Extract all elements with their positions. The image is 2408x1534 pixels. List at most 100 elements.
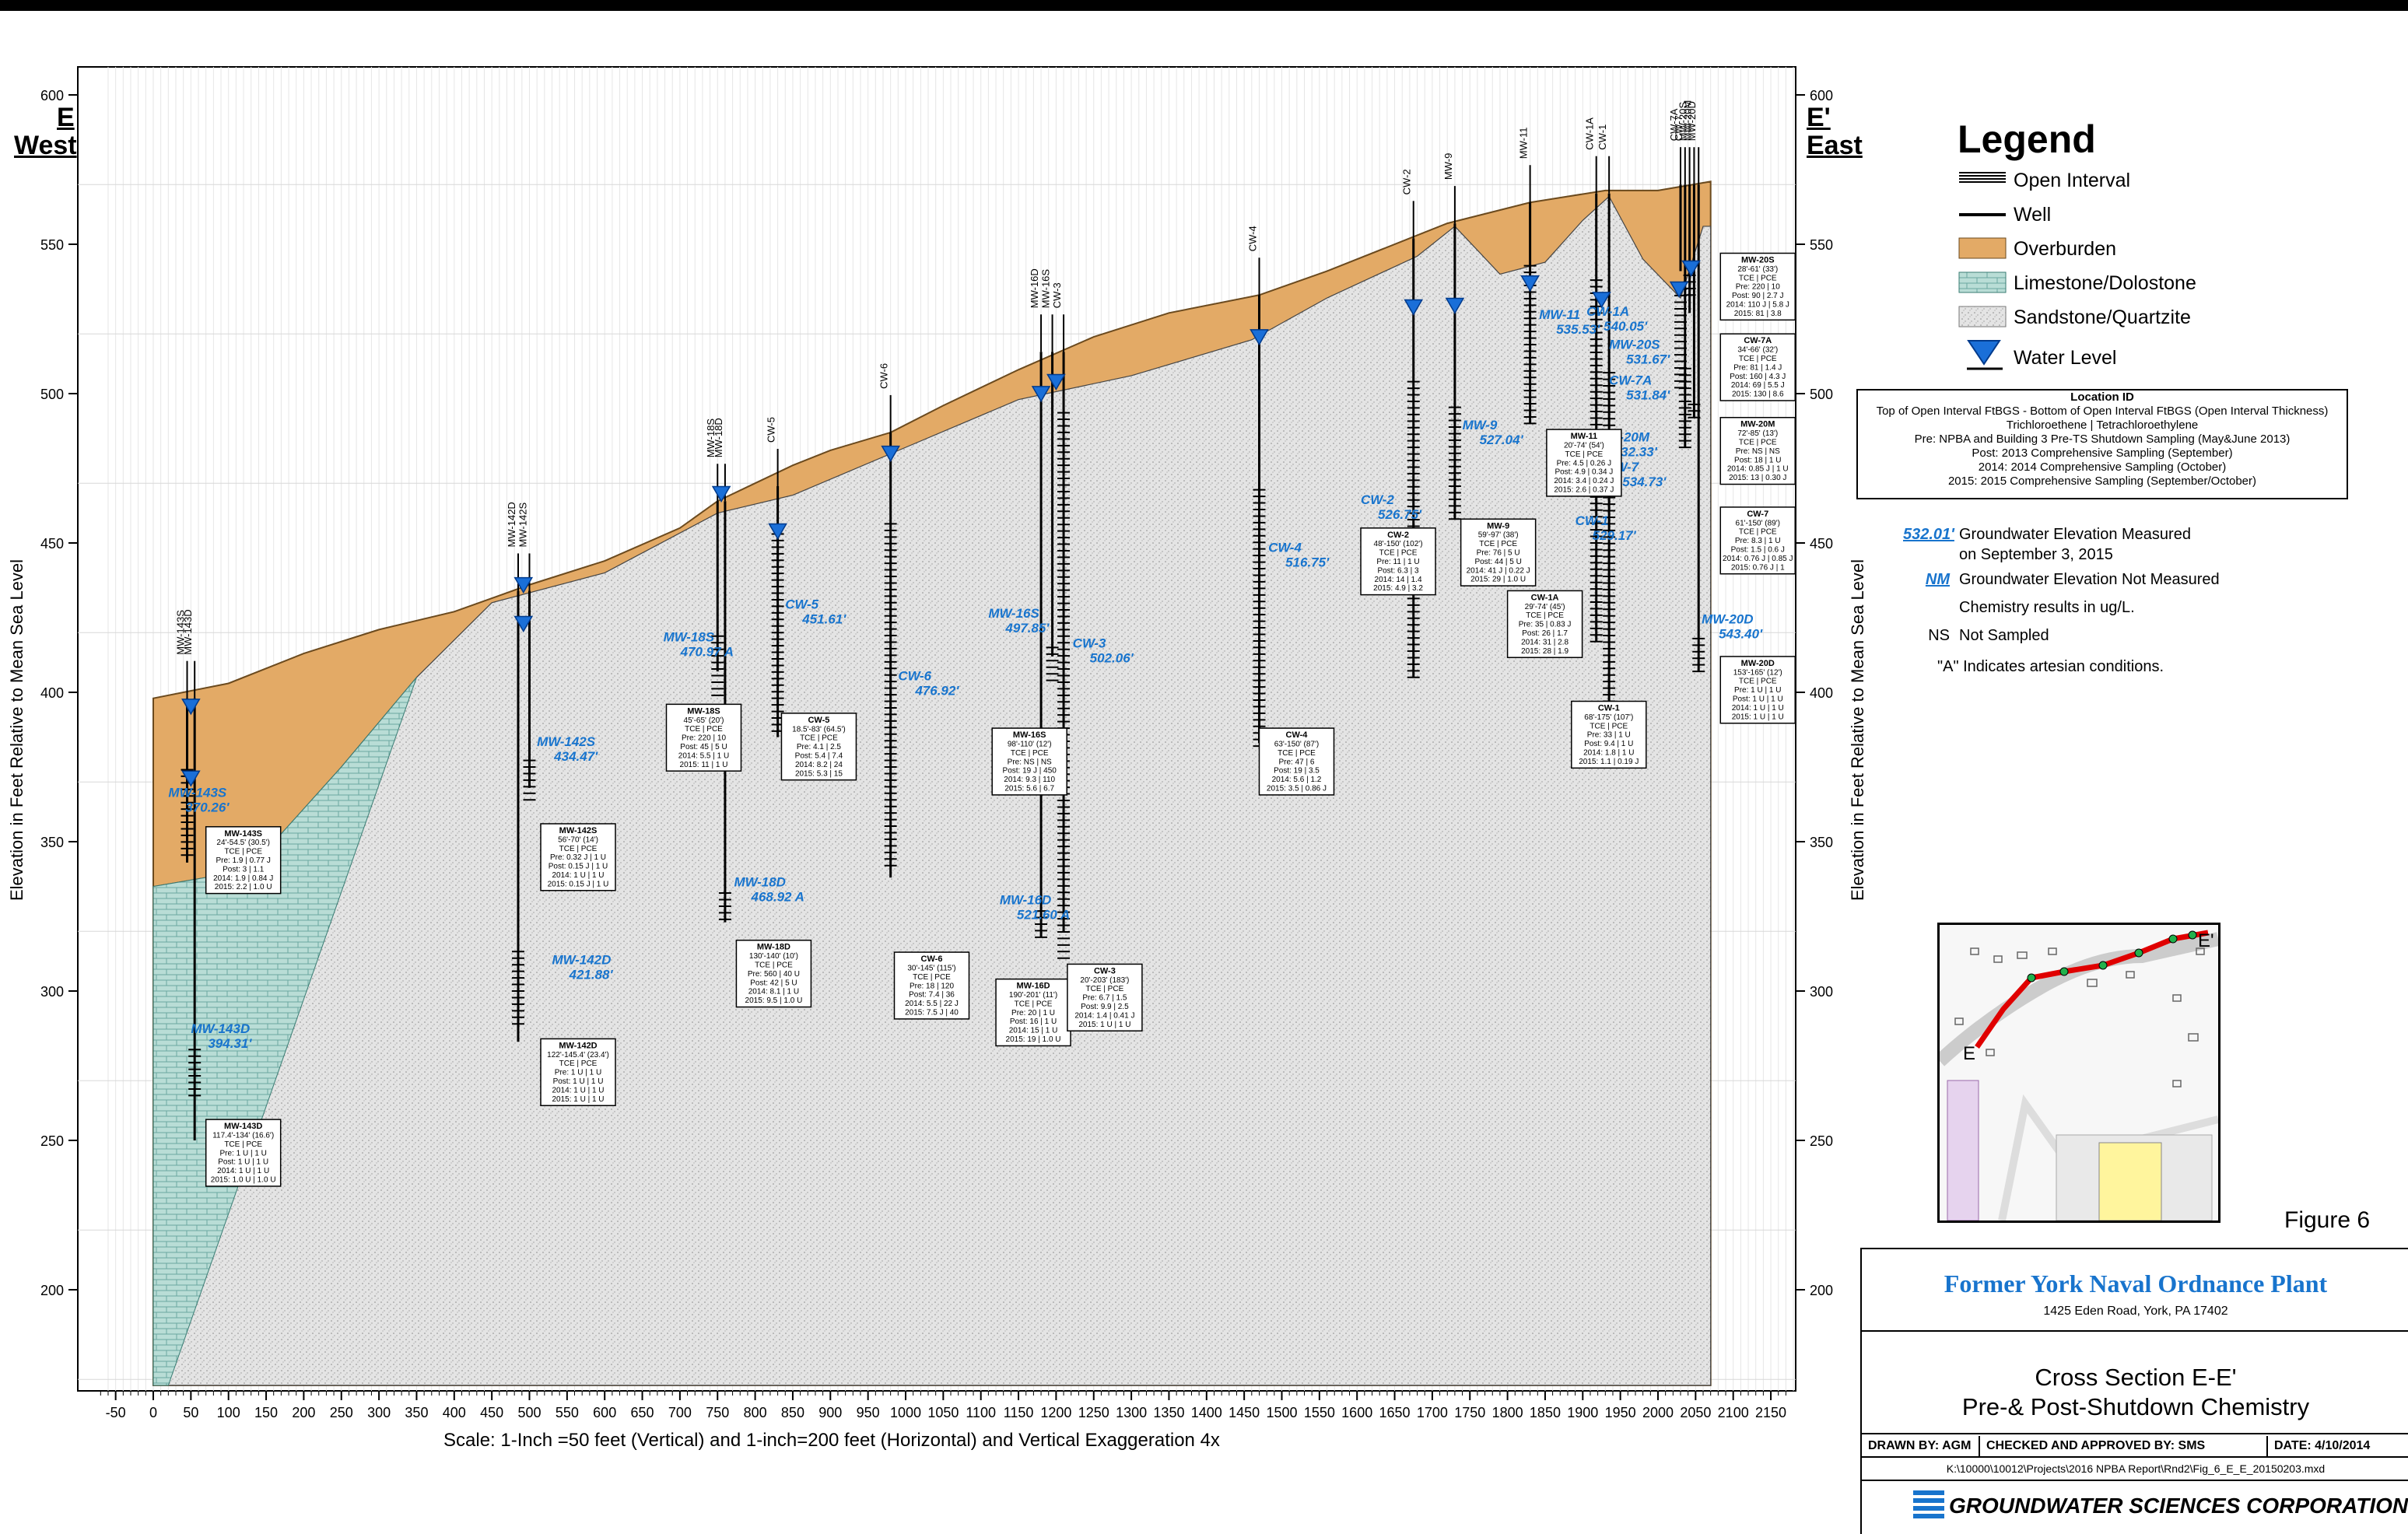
well-name-label: CW-1 (1597, 124, 1608, 150)
well-name-label: MW-142S (517, 503, 529, 548)
water-level-value: 527.04' (1480, 433, 1524, 447)
x-tick-label: 650 (631, 1405, 654, 1420)
chemistry-line: MW-20S (1741, 256, 1775, 265)
x-tick-label: 1900 (1567, 1405, 1598, 1420)
water-level-value: 516.75' (1285, 555, 1330, 570)
chemistry-box-frame (1546, 429, 1622, 497)
water-level-value: 531.84' (1626, 387, 1670, 402)
overburden-swatch (1958, 237, 2007, 259)
chemistry-line: Post: 1 U | 1 U (553, 1077, 604, 1086)
x-tick-label: 1750 (1454, 1405, 1485, 1420)
water-level-value: 540.05' (1604, 319, 1648, 334)
water-level-marker (711, 485, 731, 503)
x-tick-label: 1400 (1191, 1405, 1222, 1420)
note-measured: 532.01' Groundwater Elevation Measured (1903, 526, 2191, 543)
chemistry-line: 59'-97' (38') (1478, 531, 1519, 540)
y-tick-label: 450 (1810, 536, 1833, 552)
chemistry-line: 2015: 28 | 1.9 (1521, 647, 1569, 656)
well-name-label: CW-1A (1584, 117, 1596, 150)
chemistry-line: TCE | PCE (224, 848, 262, 856)
chemistry-line: TCE | PCE (1526, 611, 1564, 620)
chemistry-line: Pre: 1 U | 1 U (1734, 686, 1781, 695)
x-tick-label: 800 (744, 1405, 767, 1420)
y-tick-label: 350 (1810, 835, 1833, 850)
chemistry-box-frame (735, 939, 812, 1008)
chemistry-line: TCE | PCE (1015, 1000, 1053, 1008)
chemistry-box-frame (1571, 700, 1647, 769)
chemistry-line: 2014: 5.5 | 22 J (905, 1000, 959, 1008)
water-level-label: MW-18D (734, 875, 786, 890)
x-tick-label: -50 (106, 1405, 126, 1420)
chemistry-box-frame (1506, 590, 1583, 658)
x-tick-label: 200 (292, 1405, 315, 1420)
chemistry-box-frame (1067, 963, 1143, 1031)
x-tick-label: 1650 (1379, 1405, 1411, 1420)
water-level-icon (1967, 340, 2001, 366)
chemistry-box-frame (893, 951, 970, 1020)
well-name-label: MW-142D (506, 502, 517, 547)
x-tick-label: 750 (706, 1405, 729, 1420)
chemistry-line: TCE | PCE (800, 734, 838, 743)
chemistry-line: TCE | PCE (1011, 749, 1049, 758)
chemistry-line: 68'-175' (107') (1584, 713, 1633, 722)
x-tick-label: 50 (183, 1405, 198, 1420)
water-level-label: CW-3 (1073, 636, 1106, 650)
note-date: on September 3, 2015 (1959, 546, 2113, 563)
chemistry-line: 30'-145' (115') (907, 964, 955, 972)
chemistry-line: MW-16S (1013, 730, 1046, 740)
x-tick-label: 850 (781, 1405, 804, 1420)
water-level-marker (1031, 386, 1051, 403)
x-tick-label: 1550 (1304, 1405, 1335, 1420)
chemistry-line: 130'-140' (10') (749, 952, 798, 961)
chemistry-line: 2014: 1 U | 1 U (552, 1086, 604, 1094)
well-name-label: MW-11 (1518, 128, 1530, 159)
x-tick-label: 500 (517, 1405, 541, 1420)
chemistry-line: 2015: 7.5 J | 40 (905, 1008, 959, 1017)
chemistry-line: Pre: 47 | 6 (1279, 758, 1315, 766)
chemistry-line: Post: 1 U | 1 U (1733, 695, 1783, 704)
water-level-marker (181, 699, 201, 716)
water-level-value: 470.97 A (680, 645, 734, 660)
well-name-label: CW-5 (766, 417, 777, 443)
water-level-label: CW-1A (1586, 304, 1629, 319)
chemistry-line: TCE | PCE (1379, 549, 1418, 558)
well-name-label: CW-7 (1673, 115, 1684, 141)
chemistry-line: CW-5 (808, 716, 829, 725)
chemistry-line: Post: 16 | 1 U (1010, 1017, 1057, 1026)
chemistry-line: Pre: 35 | 0.83 J (1519, 621, 1572, 629)
water-level-value: 497.85' (1004, 621, 1050, 636)
chemistry-line: Post: 3 | 1.1 (223, 865, 265, 874)
x-tick-label: 300 (367, 1405, 391, 1420)
chemistry-box-frame (991, 727, 1067, 796)
water-level-value: 534.73' (1622, 475, 1667, 489)
date: DATE: 4/10/2014 (2266, 1436, 2370, 1456)
water-level-label: MW-20S (1609, 337, 1660, 352)
water-level-marker (1250, 329, 1269, 346)
y-axis-label-left: Elevation in Feet Relative to Mean Sea L… (7, 559, 26, 901)
x-tick-label: 1950 (1605, 1405, 1636, 1420)
location-id-line: Post: 2013 Comprehensive Sampling (Septe… (1972, 447, 2233, 460)
x-tick-label: 100 (217, 1405, 240, 1420)
well-name-label: MW-16S (1040, 269, 1052, 309)
water-level-marker (1445, 297, 1465, 315)
chemistry-line: 2014: 0.85 J | 1 U (1727, 465, 1789, 474)
chemistry-line: 2015: 1 U | 1 U (1078, 1021, 1130, 1029)
chemistry-line: Pre: 33 | 1 U (1587, 731, 1631, 740)
chemistry-line: Pre: 4.1 | 2.5 (797, 743, 842, 751)
note-not-measured: NM Groundwater Elevation Not Measured (1925, 571, 2220, 588)
location-id-line: Top of Open Interval FtBGS - Bottom of O… (1876, 405, 2329, 418)
chemistry-line: Pre: 1.9 | 0.77 J (216, 856, 270, 865)
y-tick-label: 400 (1810, 685, 1833, 701)
chemistry-line: 2015: 130 | 8.6 (1732, 391, 1784, 399)
legend-limestone: Limestone/Dolostone (2014, 271, 2196, 294)
chemistry-line: 2015: 0.15 J | 1 U (548, 880, 609, 888)
chemistry-line: MW-18D (757, 943, 790, 952)
chemistry-line: 2014: 41 J | 0.22 J (1467, 566, 1530, 575)
legend-well: Well (2014, 203, 2052, 226)
water-level-marker (513, 576, 534, 594)
x-tick-label: 1700 (1417, 1405, 1448, 1420)
chemistry-box-frame (1258, 727, 1335, 796)
